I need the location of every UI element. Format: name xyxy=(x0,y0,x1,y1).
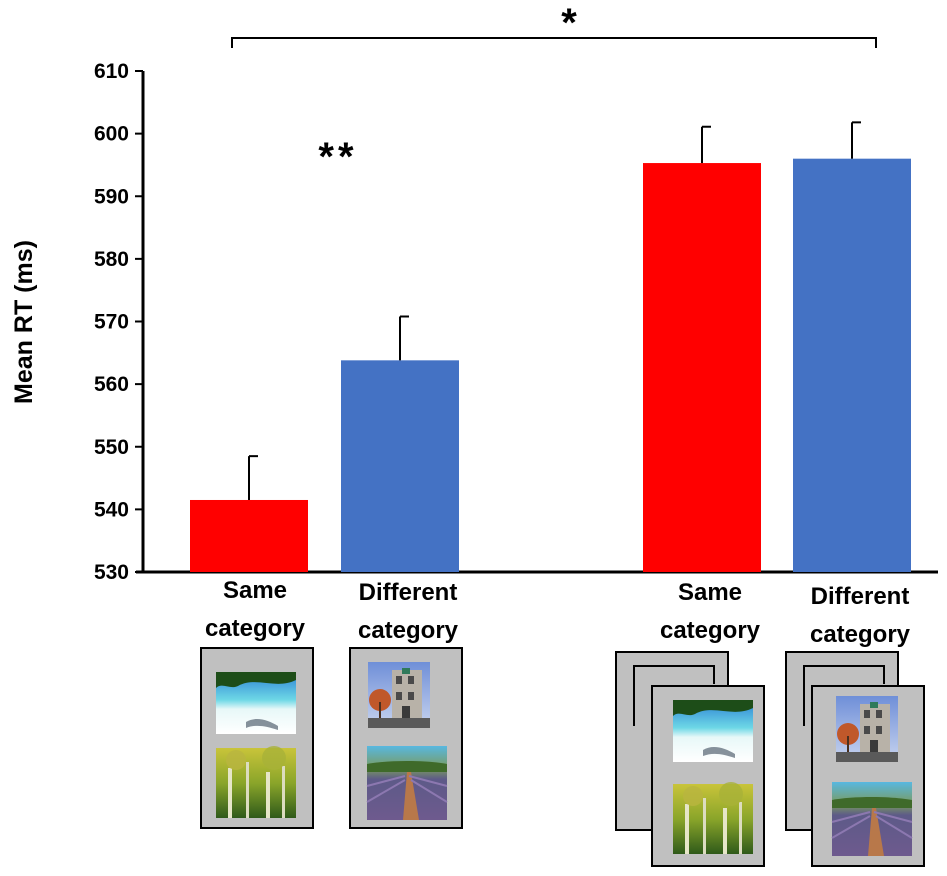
y-tick-label: 610 xyxy=(94,60,129,83)
category-label-line1: Different xyxy=(811,583,910,610)
y-axis-ticks: 530 540 550 560 570 580 590 600 610 xyxy=(94,60,143,584)
y-axis-title: Mean RT (ms) xyxy=(10,240,38,404)
stimulus-different-repeated xyxy=(785,651,925,867)
category-label-line2: category xyxy=(205,615,306,642)
category-label-line2: category xyxy=(660,617,761,644)
stimulus-different-single xyxy=(349,647,463,829)
y-tick-label: 580 xyxy=(94,248,129,271)
stimulus-same-repeated xyxy=(615,651,765,867)
y-tick-label: 570 xyxy=(94,311,129,334)
y-tick-label: 530 xyxy=(94,561,129,584)
category-label-line1: Same xyxy=(678,579,742,606)
y-tick-label: 600 xyxy=(94,123,129,146)
error-bars xyxy=(248,121,861,500)
stimulus-same-single xyxy=(200,647,314,829)
between-group-bracket xyxy=(231,37,877,48)
category-label-line2: category xyxy=(810,621,911,648)
category-label-line2: category xyxy=(358,617,459,644)
y-tick-label: 540 xyxy=(94,498,129,521)
bar-single-same xyxy=(190,499,308,572)
category-label-line1: Different xyxy=(359,579,458,606)
y-tick-label: 560 xyxy=(94,373,129,396)
category-label-line1: Same xyxy=(223,577,287,604)
y-tick-label: 550 xyxy=(94,436,129,459)
bars xyxy=(190,158,911,573)
within-group-significance: ** xyxy=(318,135,357,179)
bar-repeated-same xyxy=(643,163,761,572)
y-tick-label: 590 xyxy=(94,185,129,208)
between-group-significance: * xyxy=(561,1,577,45)
bar-single-different xyxy=(341,360,459,572)
category-labels: Same category Different category Same categor… xyxy=(205,577,911,648)
bar-repeated-different xyxy=(793,158,911,573)
